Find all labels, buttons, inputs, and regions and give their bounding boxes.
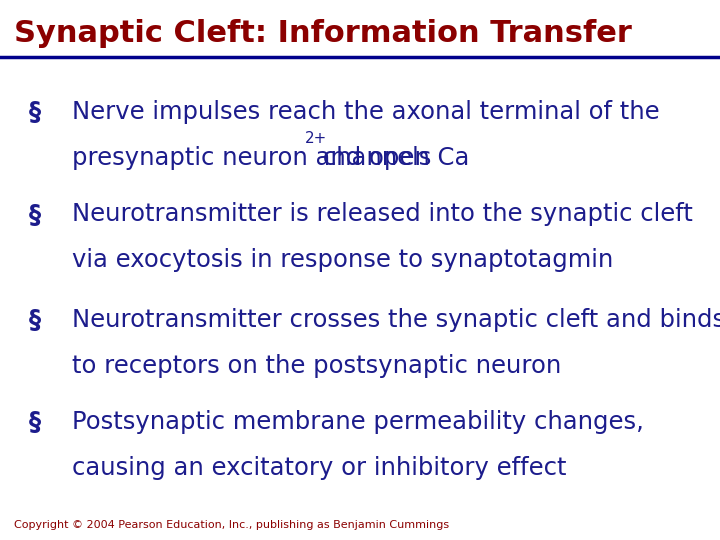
Text: to receptors on the postsynaptic neuron: to receptors on the postsynaptic neuron — [72, 354, 562, 377]
Text: §: § — [29, 202, 41, 226]
Text: presynaptic neuron and open Ca: presynaptic neuron and open Ca — [72, 146, 469, 170]
Text: Copyright © 2004 Pearson Education, Inc., publishing as Benjamin Cummings: Copyright © 2004 Pearson Education, Inc.… — [14, 520, 449, 530]
Text: §: § — [29, 308, 41, 332]
Text: 2+: 2+ — [305, 131, 328, 146]
Text: Nerve impulses reach the axonal terminal of the: Nerve impulses reach the axonal terminal… — [72, 100, 660, 124]
Text: §: § — [29, 100, 41, 124]
Text: Postsynaptic membrane permeability changes,: Postsynaptic membrane permeability chang… — [72, 410, 644, 434]
Text: via exocytosis in response to synaptotagmin: via exocytosis in response to synaptotag… — [72, 248, 613, 272]
Text: §: § — [29, 410, 41, 434]
Text: causing an excitatory or inhibitory effect: causing an excitatory or inhibitory effe… — [72, 456, 567, 480]
Text: Synaptic Cleft: Information Transfer: Synaptic Cleft: Information Transfer — [14, 19, 632, 48]
Text: Neurotransmitter is released into the synaptic cleft: Neurotransmitter is released into the sy… — [72, 202, 693, 226]
Text: channels: channels — [315, 146, 431, 170]
Text: Neurotransmitter crosses the synaptic cleft and binds: Neurotransmitter crosses the synaptic cl… — [72, 308, 720, 332]
